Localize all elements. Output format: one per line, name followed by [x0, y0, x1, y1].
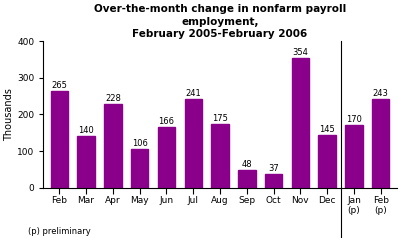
Bar — [372, 99, 389, 188]
Bar — [265, 174, 282, 188]
Bar — [158, 127, 175, 188]
Bar — [292, 58, 309, 188]
Text: 170: 170 — [346, 115, 362, 124]
Bar — [104, 104, 122, 188]
Bar — [184, 99, 202, 188]
Bar — [345, 125, 363, 188]
Bar — [238, 170, 255, 188]
Text: 106: 106 — [132, 139, 148, 148]
Bar — [77, 136, 95, 188]
Text: 265: 265 — [51, 80, 67, 89]
Text: 228: 228 — [105, 94, 121, 103]
Text: 145: 145 — [319, 124, 335, 134]
Text: 241: 241 — [185, 89, 201, 98]
Bar — [131, 149, 148, 188]
Text: 140: 140 — [78, 126, 94, 135]
Bar — [211, 124, 229, 188]
Text: 37: 37 — [268, 164, 279, 173]
Text: 166: 166 — [158, 117, 174, 126]
Title: Over-the-month change in nonfarm payroll
employment,
February 2005-February 2006: Over-the-month change in nonfarm payroll… — [94, 4, 346, 39]
Text: 175: 175 — [212, 114, 228, 123]
Text: (p) preliminary: (p) preliminary — [28, 227, 91, 236]
Y-axis label: Thousands: Thousands — [4, 88, 14, 141]
Bar — [51, 91, 68, 188]
Text: 243: 243 — [373, 89, 389, 98]
Text: 48: 48 — [241, 160, 252, 169]
Text: 354: 354 — [292, 48, 308, 57]
Bar — [318, 135, 336, 188]
